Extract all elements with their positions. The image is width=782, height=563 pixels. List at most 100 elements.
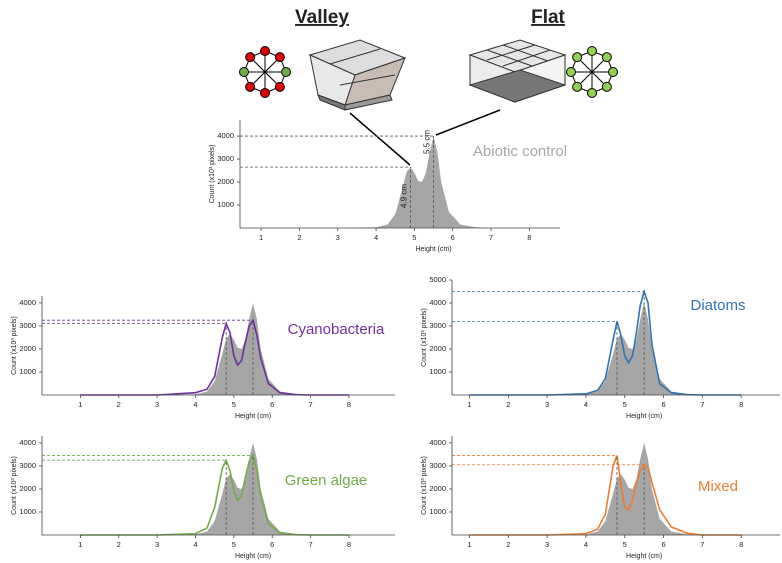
node (274, 81, 285, 92)
node (566, 67, 576, 77)
x-tick-label: 3 (155, 540, 159, 549)
valley-surface (308, 39, 407, 111)
legend-label: Diatoms (690, 297, 745, 314)
area (80, 302, 349, 395)
chart: Mixed 1000 2000 3000 4000 1 2 3 4 5 6 7 8 Height (cm)… (421, 436, 780, 560)
y-axis-label: Count (x10³ pixels) (421, 308, 428, 367)
y-tick-label: 4000 (19, 298, 36, 307)
y-tick-label: 4000 (429, 298, 446, 307)
node (245, 81, 256, 92)
x-tick-label: 4 (193, 400, 197, 409)
line (469, 288, 742, 396)
chart: Cyanobacteria 1000 2000 3000 4000 1 2 3 4 5 6 7 8 Hei… (11, 296, 395, 420)
x-tick-label: 5 (232, 400, 236, 409)
y-tick-label: 2000 (429, 344, 446, 353)
x-tick-label: 6 (661, 400, 665, 409)
y-tick-label: 1000 (429, 507, 446, 516)
x-tick-label: 8 (347, 540, 351, 549)
x-tick-label: 2 (506, 540, 510, 549)
x-tick-label: 6 (270, 400, 274, 409)
node (587, 46, 597, 56)
node (274, 52, 285, 63)
legend-label: Cyanobacteria (288, 321, 385, 338)
x-tick-label: 2 (117, 540, 121, 549)
x-axis-label: Height (cm) (626, 413, 662, 420)
y-tick-label: 2000 (429, 484, 446, 493)
line (469, 455, 742, 536)
x-tick-label: 1 (78, 540, 82, 549)
x-tick-label: 4 (584, 540, 588, 549)
x-axis-label: Height (cm) (235, 413, 271, 420)
x-tick-label: 8 (527, 233, 531, 242)
y-tick-label: 4000 (429, 438, 446, 447)
valley-label: Valley (295, 7, 349, 28)
y-tick-label: 3000 (429, 461, 446, 470)
chart: Diatoms 1000 2000 3000 4000 5000 1 2 3 4 5 6 7 8 Heigh… (421, 275, 780, 420)
annotation: 5.5 cm (423, 130, 432, 154)
y-axis-label: Count (x10³ pixels) (11, 456, 18, 515)
x-tick-label: 3 (336, 233, 340, 242)
flat-graph (566, 46, 618, 98)
x-tick-label: 7 (309, 400, 313, 409)
y-tick-label: 4000 (217, 131, 234, 140)
valley-graph (239, 46, 291, 98)
y-tick-label: 2000 (19, 344, 36, 353)
flat-label: Flat (531, 7, 565, 28)
y-axis-label: Count (x10³ pixels) (209, 145, 216, 204)
legend-label: Green algae (285, 472, 368, 489)
y-tick-label: 3000 (19, 461, 36, 470)
x-tick-label: 2 (506, 400, 510, 409)
x-tick-label: 6 (270, 540, 274, 549)
node (601, 52, 612, 63)
connector (435, 109, 501, 136)
chart: Abiotic control 4.9 cm 5.5 cm 1000 2000 3000 4… (209, 120, 567, 253)
y-tick-label: 3000 (19, 321, 36, 330)
area (469, 303, 742, 395)
x-tick-label: 1 (467, 400, 471, 409)
node (572, 52, 583, 63)
node (281, 67, 291, 77)
node (260, 88, 270, 98)
legend-label: Abiotic control (473, 143, 567, 160)
node (601, 81, 612, 92)
x-tick-label: 3 (545, 400, 549, 409)
annotation: 4.9 cm (400, 184, 409, 208)
x-tick-label: 7 (700, 540, 704, 549)
connector (349, 112, 411, 166)
node (245, 52, 256, 63)
x-tick-label: 4 (584, 400, 588, 409)
y-tick-label: 5000 (429, 275, 446, 284)
x-tick-label: 1 (259, 233, 263, 242)
x-tick-label: 8 (739, 400, 743, 409)
y-tick-label: 2000 (217, 177, 234, 186)
x-tick-label: 2 (297, 233, 301, 242)
x-tick-label: 1 (78, 400, 82, 409)
x-tick-label: 5 (412, 233, 416, 242)
flat-surface (468, 39, 567, 103)
y-axis-label: Count (x10³ pixels) (421, 456, 428, 515)
x-tick-label: 5 (232, 540, 236, 549)
x-tick-label: 7 (309, 540, 313, 549)
line (80, 318, 349, 396)
x-tick-label: 7 (700, 400, 704, 409)
x-tick-label: 3 (155, 400, 159, 409)
node (608, 67, 618, 77)
y-axis-label: Count (x10³ pixels) (11, 316, 18, 375)
x-tick-label: 7 (489, 233, 493, 242)
node (260, 46, 270, 56)
y-tick-label: 1000 (19, 367, 36, 376)
x-tick-label: 8 (347, 400, 351, 409)
node (239, 67, 249, 77)
node (572, 81, 583, 92)
x-axis-label: Height (cm) (415, 246, 451, 253)
y-tick-label: 4000 (19, 438, 36, 447)
x-axis-label: Height (cm) (235, 553, 271, 560)
x-tick-label: 4 (374, 233, 378, 242)
y-tick-label: 1000 (217, 200, 234, 209)
chart: Green algae 1000 2000 3000 4000 1 2 3 4 5 6 7 8 Heigh… (11, 436, 395, 560)
x-tick-label: 5 (623, 540, 627, 549)
node (587, 88, 597, 98)
line (80, 453, 349, 536)
x-tick-label: 1 (467, 540, 471, 549)
